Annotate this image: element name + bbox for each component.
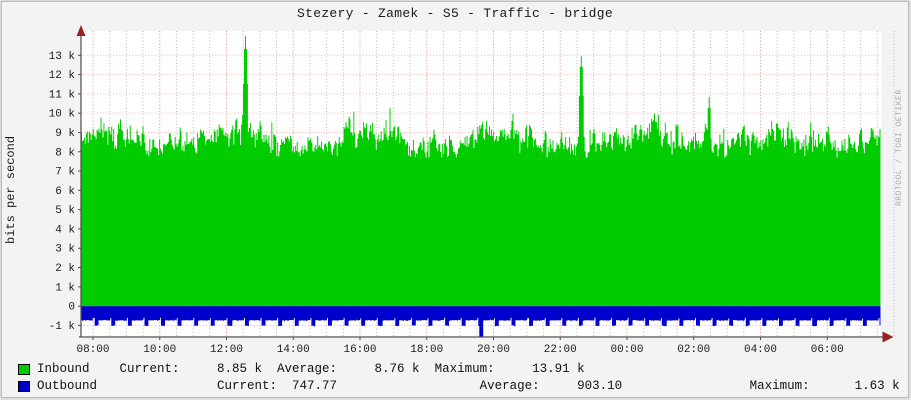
svg-text:04:00: 04:00	[744, 344, 777, 356]
svg-text:14:00: 14:00	[277, 344, 310, 356]
svg-text:20:00: 20:00	[477, 344, 510, 356]
svg-text:5 k: 5 k	[55, 205, 75, 217]
svg-text:18:00: 18:00	[410, 344, 443, 356]
svg-text:02:00: 02:00	[677, 344, 710, 356]
svg-text:11 k: 11 k	[49, 89, 76, 101]
svg-text:16:00: 16:00	[343, 344, 376, 356]
svg-text:9 k: 9 k	[55, 128, 75, 140]
svg-text:00:00: 00:00	[610, 344, 643, 356]
svg-text:22:00: 22:00	[544, 344, 577, 356]
svg-text:12:00: 12:00	[210, 344, 243, 356]
svg-text:1 k: 1 k	[55, 282, 75, 294]
svg-text:0: 0	[68, 302, 75, 314]
svg-text:10 k: 10 k	[49, 109, 76, 121]
svg-text:12 k: 12 k	[49, 70, 76, 82]
svg-text:08:00: 08:00	[76, 344, 109, 356]
svg-text:10:00: 10:00	[143, 344, 176, 356]
svg-text:3 k: 3 k	[55, 244, 75, 256]
svg-text:2 k: 2 k	[55, 263, 75, 275]
svg-text:4 k: 4 k	[55, 224, 75, 236]
svg-text:7 k: 7 k	[55, 167, 75, 179]
svg-text:-1 k: -1 k	[49, 321, 76, 333]
svg-text:06:00: 06:00	[811, 344, 844, 356]
svg-text:6 k: 6 k	[55, 186, 75, 198]
svg-text:13 k: 13 k	[49, 51, 76, 63]
svg-text:8 k: 8 k	[55, 147, 75, 159]
